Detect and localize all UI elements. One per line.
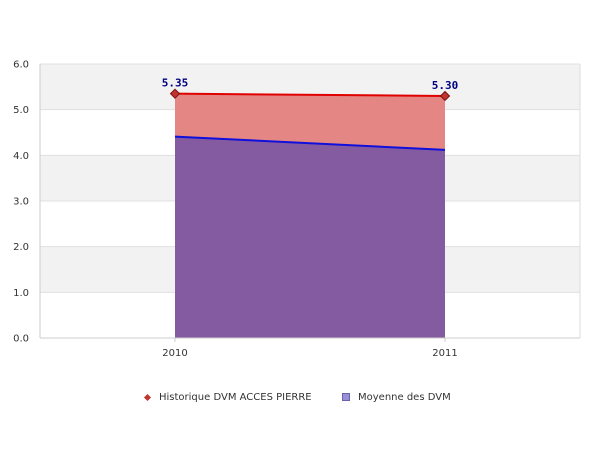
legend: Historique DVM ACCES PIERRE Moyenne des …	[0, 388, 600, 406]
data-labels: 5.35 5.30	[162, 77, 459, 92]
data-label: 5.30	[432, 79, 459, 92]
x-tick-label: 2010	[162, 348, 187, 359]
data-label: 5.35	[162, 77, 189, 90]
y-tick-label: 2.0	[13, 242, 29, 253]
series-areas	[175, 93, 445, 338]
x-tick-label: 2011	[432, 348, 457, 359]
legend-item-moyenne[interactable]: Moyenne des DVM	[342, 388, 451, 406]
axes	[39, 64, 581, 339]
y-tick-label: 3.0	[13, 197, 29, 208]
line-moyenne	[174, 135, 446, 151]
y-tick-label: 4.0	[13, 151, 29, 162]
x-axis-ticks: 2010 2011	[162, 338, 458, 359]
data-markers	[169, 88, 451, 102]
data-marker	[439, 90, 451, 102]
y-tick-label: 6.0	[13, 60, 29, 71]
data-marker	[169, 88, 181, 99]
area-moyenne	[175, 136, 445, 338]
y-tick-label: 0.0	[13, 334, 29, 345]
legend-diamond-icon	[143, 393, 152, 401]
y-tick-label: 1.0	[13, 288, 29, 299]
line-historique	[174, 92, 446, 97]
legend-item-historique[interactable]: Historique DVM ACCES PIERRE	[143, 388, 312, 406]
legend-square-icon	[342, 393, 350, 401]
y-axis-ticks: 0.0 1.0 2.0 3.0 4.0 5.0 6.0	[13, 60, 29, 345]
y-tick-label: 5.0	[13, 105, 29, 116]
series-lines	[174, 92, 446, 151]
legend-label-moyenne: Moyenne des DVM	[358, 391, 451, 403]
legend-label-historique: Historique DVM ACCES PIERRE	[159, 391, 312, 403]
